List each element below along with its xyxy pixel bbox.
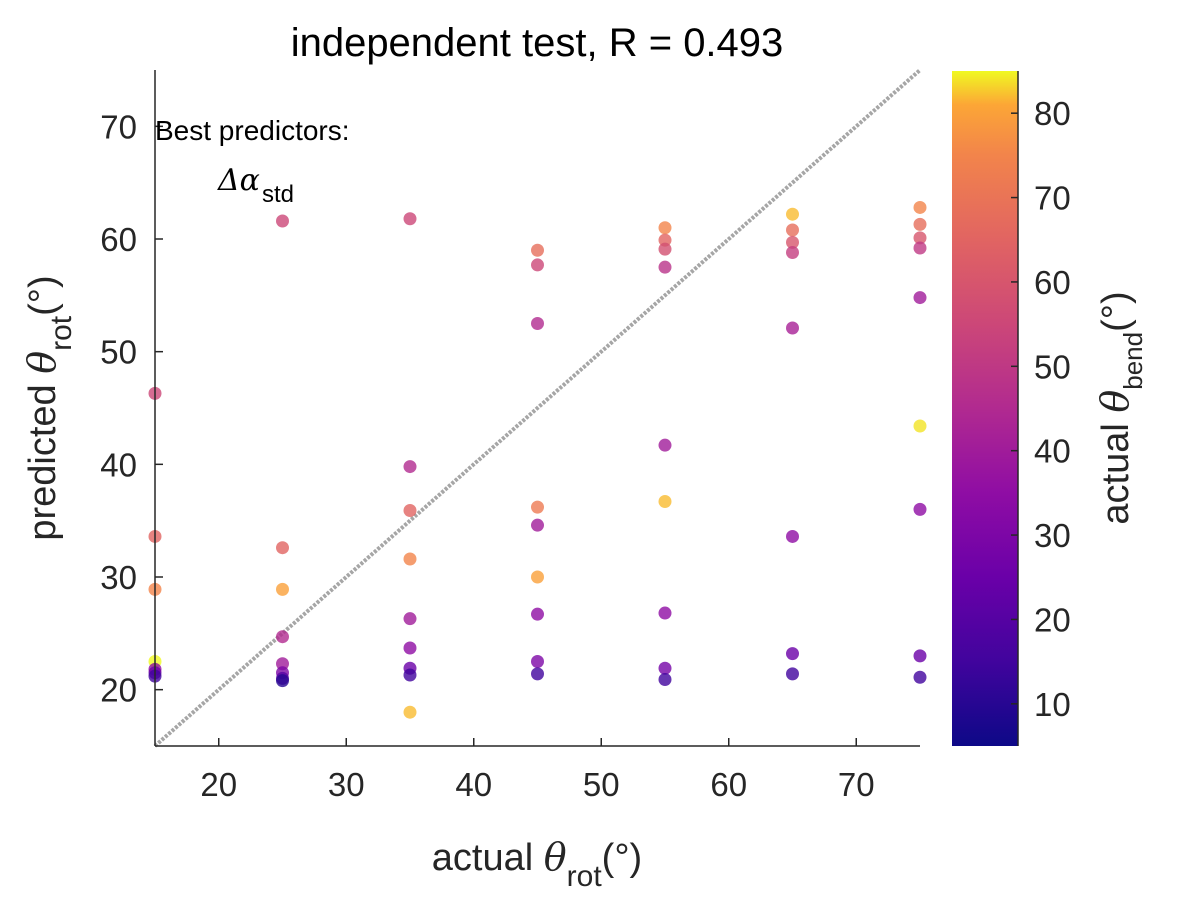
data-point (403, 612, 417, 626)
data-point (531, 518, 544, 532)
data-point (531, 317, 544, 330)
data-point (403, 552, 417, 566)
data-point (786, 207, 799, 221)
c-label-suffix: (°) (1095, 291, 1137, 332)
data-point (276, 657, 289, 671)
data-point (913, 649, 927, 663)
data-point (913, 291, 927, 305)
colorbar-tick-label: 60 (1034, 264, 1071, 301)
data-point (786, 321, 799, 335)
data-point (913, 241, 927, 255)
data-point (531, 500, 544, 514)
data-point (786, 647, 799, 661)
data-point (531, 243, 544, 257)
colorbar-tick-label: 80 (1034, 95, 1071, 132)
data-point (276, 582, 289, 596)
data-point (913, 419, 927, 433)
y-tick-label: 60 (100, 221, 137, 258)
data-point (658, 606, 672, 620)
y-tick-label: 70 (100, 108, 137, 145)
data-point (403, 504, 417, 518)
data-point (403, 705, 417, 719)
y-label-suffix: (°) (22, 275, 64, 316)
data-point (658, 221, 672, 235)
data-point (531, 570, 544, 584)
data-point (276, 214, 289, 228)
chart-title: independent test, R = 0.493 (291, 21, 784, 65)
x-label-suffix: (°) (602, 837, 643, 879)
y-tick-label: 30 (100, 559, 137, 596)
data-point (531, 258, 544, 272)
data-point (276, 541, 289, 555)
data-point (658, 673, 672, 687)
data-point (403, 212, 417, 226)
x-tick-label: 60 (710, 766, 747, 803)
y-tick-label: 40 (100, 446, 137, 483)
x-tick-label: 40 (455, 766, 492, 803)
x-label-sub: rot (567, 860, 603, 893)
data-point (531, 607, 544, 621)
colorbar-tick-label: 70 (1034, 180, 1071, 217)
data-point (913, 217, 927, 231)
x-axis-ticks: 20 30 40 50 60 70 (200, 738, 875, 803)
y-label-prefix: predicted (22, 374, 64, 541)
x-label-prefix: actual (432, 837, 544, 879)
data-point (403, 668, 417, 682)
data-point (658, 661, 672, 675)
colorbar-tick-label: 40 (1034, 433, 1071, 470)
y-axis-ticks: 20 30 40 50 60 70 (100, 108, 163, 709)
c-label-sub: bend (1118, 332, 1148, 390)
y-label-symbol: θ (20, 351, 64, 374)
data-point (403, 641, 417, 655)
x-axis-label: actual θrot(°) (432, 835, 642, 893)
data-point (913, 670, 927, 684)
colorbar (952, 71, 1018, 746)
data-point (658, 438, 672, 452)
y-tick-label: 50 (100, 334, 137, 371)
colorbar-ticks: 10 20 30 40 50 60 70 80 (1011, 95, 1071, 723)
y-axis-label: predicted θrot(°) (20, 275, 78, 540)
data-point (786, 223, 799, 237)
colorbar-tick-label: 50 (1034, 348, 1071, 385)
y-tick-label: 20 (100, 672, 137, 709)
annotation-subscript: std (262, 181, 294, 208)
data-point (913, 231, 927, 245)
annotation-line1: Best predictors: (155, 115, 350, 146)
colorbar-tick-label: 10 (1034, 686, 1071, 723)
colorbar-tick-label: 20 (1034, 601, 1071, 638)
x-tick-label: 30 (328, 766, 365, 803)
data-point (531, 667, 544, 681)
data-point (658, 242, 672, 256)
x-tick-label: 50 (583, 766, 620, 803)
data-point (786, 667, 799, 681)
data-point (403, 460, 417, 474)
data-point (658, 495, 672, 509)
colorbar-tick-label: 30 (1034, 517, 1071, 554)
colorbar-label: actual θbend(°) (1093, 291, 1148, 524)
x-label-symbol: θ (544, 835, 567, 879)
annotation-predictor: Δαstd (217, 163, 294, 208)
x-tick-label: 20 (200, 766, 237, 803)
y-label-sub: rot (45, 315, 78, 351)
data-point (913, 502, 927, 516)
c-label-prefix: actual (1095, 413, 1137, 525)
data-point (658, 260, 672, 274)
reference-line (153, 68, 922, 748)
data-point (276, 674, 289, 688)
c-label-symbol: θ (1093, 390, 1137, 413)
data-point (658, 233, 672, 247)
data-point (786, 235, 799, 249)
data-point (786, 246, 799, 260)
data-points (148, 200, 927, 719)
data-point (913, 200, 927, 214)
annotation-symbol: Δα (217, 163, 260, 198)
x-tick-label: 70 (838, 766, 875, 803)
data-point (531, 655, 544, 668)
data-point (786, 529, 799, 543)
data-point (276, 630, 289, 644)
